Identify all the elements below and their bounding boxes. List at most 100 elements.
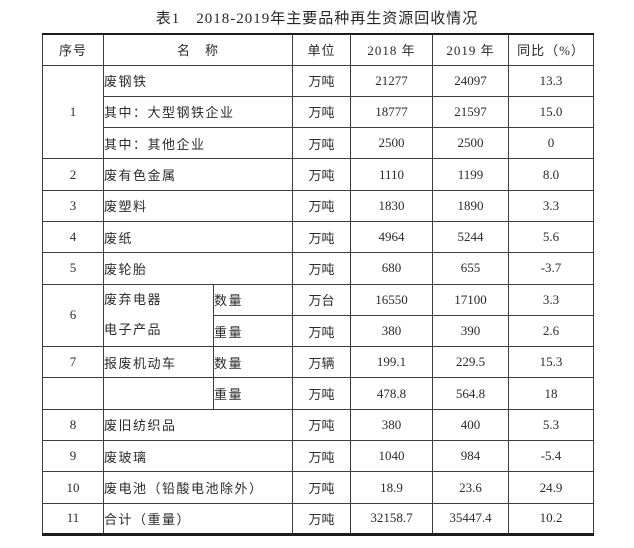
- cell-seq: [42, 377, 104, 410]
- cell-seq: 10: [42, 471, 104, 504]
- cell-name: 废电池（铅酸电池除外）: [102, 471, 294, 504]
- cell-yoy: 3.3: [508, 283, 595, 316]
- cell-seq: 7: [42, 346, 104, 379]
- table-row: 10 废电池（铅酸电池除外） 万吨 18.9 23.6 24.9: [42, 471, 595, 504]
- cell-yoy: -3.7: [508, 252, 595, 285]
- cell-2018: 16550: [350, 283, 434, 316]
- header-row: 序号 名 称 单位 2018 年 2019 年 同比（%）: [42, 33, 595, 66]
- cell-2019: 21597: [432, 95, 510, 129]
- cell-yoy: 3.3: [508, 189, 595, 222]
- cell-yoy: 13.3: [508, 64, 595, 97]
- table-row: 5 废轮胎 万吨 680 655 -3.7: [42, 252, 595, 285]
- cell-2019: 17100: [432, 283, 510, 316]
- cell-2019: 23.6: [432, 471, 510, 504]
- cell-seq: 2: [42, 158, 104, 191]
- cell-name: 其中：其他企业: [102, 127, 294, 160]
- table-row: 2 废有色金属 万吨 1110 1199 8.0: [42, 158, 595, 191]
- cell-2018: 380: [350, 408, 434, 442]
- cell-seq: 11: [42, 502, 104, 536]
- header-cell-yoy: 同比（%）: [508, 33, 595, 66]
- cell-name: 废纸: [102, 220, 294, 254]
- cell-name: 废弃电器 电子产品: [103, 283, 214, 348]
- cell-name: 废轮胎: [102, 252, 294, 285]
- cell-yoy: 8.0: [508, 158, 595, 191]
- table-row: 6 废弃电器 电子产品 数量 万台 16550 17100 3.3: [42, 283, 595, 348]
- cell-unit: 万吨: [292, 158, 352, 191]
- cell-unit: 万吨: [292, 252, 352, 285]
- table-row: 7 报废机动车 数量 万辆 199.1 229.5 15.3: [42, 346, 595, 379]
- cell-yoy: 5.3: [508, 408, 595, 442]
- cell-2018: 199.1: [350, 346, 434, 379]
- cell-seq: 6: [42, 283, 104, 348]
- cell-unit: 万吨: [292, 377, 352, 410]
- cell-unit: 万吨: [292, 471, 352, 504]
- cell-2019: 1199: [432, 158, 510, 191]
- cell-yoy: 0: [508, 127, 595, 160]
- table-row: 重量 万吨 380 390 2.6: [43, 314, 595, 348]
- cell-name: [103, 377, 214, 410]
- cell-2019: 564.8: [432, 377, 510, 410]
- cell-unit: 万吨: [292, 64, 352, 97]
- cell-2018: 1110: [350, 158, 434, 191]
- cell-2018: 2500: [350, 127, 434, 160]
- cell-2019: 1890: [432, 189, 510, 222]
- cell-name: 废玻璃: [102, 440, 294, 473]
- cell-2019: 400: [432, 408, 510, 442]
- cell-yoy: 18: [508, 377, 595, 410]
- cell-seq: 4: [42, 220, 104, 254]
- cell-name: 合计（重量）: [102, 502, 294, 536]
- cell-name: 废钢铁: [102, 64, 294, 97]
- cell-unit: 万辆: [292, 346, 352, 379]
- table-row: 4 废纸 万吨 4964 5244 5.6: [42, 220, 595, 254]
- table-row: 重量 万吨 478.8 564.8 18: [42, 377, 595, 410]
- cell-2018: 1830: [350, 189, 434, 222]
- header-cell-2019: 2019 年: [432, 33, 510, 66]
- table-caption: 表1 2018-2019年主要品种再生资源回收情况: [155, 11, 479, 27]
- cell-2019: 2500: [432, 127, 510, 160]
- cell-name: 其中：大型钢铁企业: [102, 95, 294, 129]
- name-line-2: 电子产品: [104, 322, 163, 338]
- header-cell-no: 序号: [42, 33, 104, 66]
- table-row: 其中：其他企业 万吨 2500 2500 0: [43, 127, 595, 160]
- recycling-table: 序号 名 称 单位 2018 年 2019 年 同比（%） 1 废钢铁 万吨 2…: [42, 33, 595, 536]
- cell-unit: 万吨: [292, 408, 352, 442]
- cell-unit: 万吨: [292, 127, 352, 160]
- table-row: 其中：大型钢铁企业 万吨 18777 21597 15.0: [43, 95, 595, 129]
- cell-yoy: 5.6: [508, 220, 595, 254]
- cell-yoy: 10.2: [508, 502, 595, 536]
- cell-unit: 万吨: [292, 502, 352, 536]
- cell-yoy: 2.6: [508, 314, 595, 348]
- cell-yoy: 15.0: [508, 95, 595, 129]
- cell-unit: 万吨: [292, 314, 352, 348]
- cell-2019: 984: [432, 440, 510, 473]
- header-cell-name: 名 称: [102, 33, 294, 66]
- table-row: 9 废玻璃 万吨 1040 984 -5.4: [42, 440, 595, 473]
- cell-2018: 680: [350, 252, 434, 285]
- cell-2018: 4964: [350, 220, 434, 254]
- cell-unit: 万吨: [292, 220, 352, 254]
- cell-seq: 3: [42, 189, 104, 222]
- table-row: 1 废钢铁 万吨 21277 24097 13.3: [42, 64, 595, 160]
- cell-name: 废有色金属: [102, 158, 294, 191]
- table-row: 8 废旧纺织品 万吨 380 400 5.3: [42, 408, 595, 442]
- cell-name: 废旧纺织品: [102, 408, 294, 442]
- cell-unit: 万台: [292, 283, 352, 316]
- cell-yoy: 24.9: [508, 471, 595, 504]
- cell-sub-label: 数量: [212, 283, 294, 316]
- cell-2019: 35447.4: [432, 502, 510, 536]
- cell-unit: 万吨: [292, 95, 352, 129]
- cell-2019: 24097: [432, 64, 510, 97]
- cell-sub-label: 数量: [212, 346, 294, 379]
- cell-unit: 万吨: [292, 440, 352, 473]
- cell-2018: 21277: [350, 64, 434, 97]
- cell-2019: 229.5: [432, 346, 510, 379]
- cell-sub-label: 重量: [212, 314, 294, 348]
- cell-2018: 380: [350, 314, 434, 348]
- cell-2019: 390: [432, 314, 510, 348]
- cell-2018: 18.9: [350, 471, 434, 504]
- cell-seq: 5: [42, 252, 104, 285]
- cell-seq: 1: [42, 64, 104, 160]
- header-cell-2018: 2018 年: [350, 33, 434, 66]
- cell-2018: 18777: [350, 95, 434, 129]
